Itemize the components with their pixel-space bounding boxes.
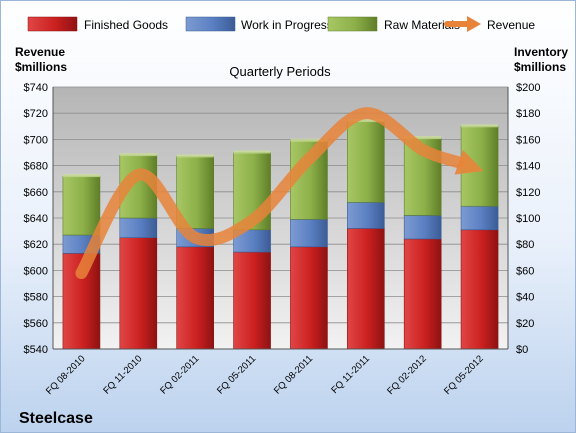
bar-top-cap bbox=[62, 174, 100, 178]
legend-swatch-revenue bbox=[444, 16, 481, 32]
bar-top-cap bbox=[233, 150, 271, 154]
legend-label-revenue: Revenue bbox=[487, 18, 535, 32]
right-tick-label: $180 bbox=[516, 108, 540, 120]
bar-top-cap bbox=[404, 136, 442, 140]
right-tick-label: $120 bbox=[516, 187, 540, 199]
bar-finished-goods-7 bbox=[403, 238, 442, 350]
revenue-arrowhead bbox=[454, 150, 484, 175]
bar-top-cap bbox=[347, 119, 385, 123]
x-tick-label: FQ 08-2011 bbox=[272, 353, 315, 396]
right-tick-label: $100 bbox=[516, 213, 540, 225]
right-tick-label: $140 bbox=[516, 161, 540, 173]
revenue-line-path bbox=[75, 107, 465, 280]
legend-label-finished-goods: Finished Goods bbox=[84, 18, 168, 32]
company-name: Steelcase bbox=[19, 410, 93, 427]
legend: Finished Goods Work in Progress Raw Mate… bbox=[27, 16, 535, 32]
legend-label-work-in-progress: Work in Progress bbox=[241, 18, 333, 32]
bar-raw-materials-6 bbox=[347, 120, 385, 203]
bar-work-in-progress-6 bbox=[347, 201, 385, 229]
chart-title: Quarterly Periods bbox=[229, 64, 331, 79]
right-tick-label: $80 bbox=[516, 239, 534, 251]
left-tick-label: $740 bbox=[24, 82, 48, 94]
right-axis-label-line2: $millions bbox=[514, 60, 566, 74]
revenue-line bbox=[75, 107, 484, 280]
left-tick-label: $660 bbox=[24, 187, 48, 199]
x-tick-label: FQ 11-2010 bbox=[101, 353, 144, 396]
right-tick-label: $20 bbox=[516, 318, 534, 330]
left-axis-label-line1: Revenue bbox=[15, 45, 65, 59]
bar-finished-goods-4 bbox=[233, 251, 271, 350]
bar-finished-goods-8 bbox=[460, 229, 499, 350]
bar-top-cap bbox=[119, 153, 157, 157]
bar-raw-materials-1 bbox=[62, 175, 101, 236]
right-tick-label: $40 bbox=[516, 292, 534, 304]
bar-finished-goods-6 bbox=[347, 228, 385, 350]
right-tick-label: $60 bbox=[516, 265, 534, 277]
left-tick-label: $600 bbox=[24, 265, 48, 277]
left-tick-label: $680 bbox=[24, 161, 48, 173]
x-tick-label: FQ 02-2011 bbox=[158, 353, 201, 396]
left-tick-label: $700 bbox=[24, 134, 48, 146]
x-tick-label: FQ 02-2012 bbox=[385, 353, 429, 397]
left-tick-label: $720 bbox=[24, 108, 48, 120]
bar-work-in-progress-5 bbox=[290, 219, 328, 248]
bar-finished-goods-2 bbox=[119, 237, 158, 350]
legend-swatch-finished-goods bbox=[27, 16, 78, 32]
bar-finished-goods-3 bbox=[176, 246, 214, 350]
bar-work-in-progress-8 bbox=[460, 205, 499, 231]
right-tick-label: $160 bbox=[516, 134, 540, 146]
bar-work-in-progress-2 bbox=[119, 217, 158, 238]
legend-label-raw-materials: Raw Materials bbox=[384, 18, 460, 32]
legend-swatch-work-in-progress bbox=[185, 16, 236, 32]
bar-finished-goods-5 bbox=[290, 246, 328, 350]
left-axis-label-line2: $millions bbox=[15, 60, 67, 74]
right-axis-label-line1: Inventory bbox=[514, 45, 568, 59]
legend-swatch-raw-materials bbox=[327, 16, 378, 32]
left-tick-label: $540 bbox=[24, 344, 48, 356]
bar-top-cap bbox=[290, 138, 328, 142]
right-tick-label: $0 bbox=[516, 344, 528, 356]
x-tick-label: FQ 11-2011 bbox=[329, 353, 372, 396]
bar-work-in-progress-7 bbox=[403, 215, 442, 240]
left-tick-label: $620 bbox=[24, 239, 48, 251]
right-tick-label: $200 bbox=[516, 82, 540, 94]
x-tick-label: FQ 08-2010 bbox=[44, 353, 88, 397]
x-tick-label: FQ 05-2011 bbox=[215, 353, 258, 396]
left-tick-label: $640 bbox=[24, 213, 48, 225]
bar-top-cap bbox=[461, 124, 499, 128]
left-tick-label: $560 bbox=[24, 318, 48, 330]
bar-top-cap bbox=[176, 154, 214, 158]
x-tick-label: FQ 05-2012 bbox=[442, 353, 486, 397]
left-tick-label: $580 bbox=[24, 292, 48, 304]
